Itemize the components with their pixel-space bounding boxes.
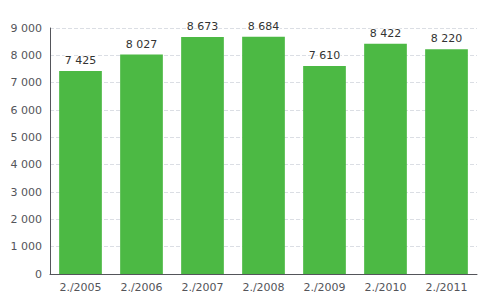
svg-text:8 673: 8 673 xyxy=(187,20,219,33)
svg-text:8 000: 8 000 xyxy=(11,49,43,62)
svg-text:2 000: 2 000 xyxy=(11,213,43,226)
svg-text:4 000: 4 000 xyxy=(11,158,43,171)
svg-text:7 425: 7 425 xyxy=(65,54,97,67)
svg-text:8 027: 8 027 xyxy=(126,38,158,51)
svg-text:7 610: 7 610 xyxy=(309,49,341,62)
svg-text:3 000: 3 000 xyxy=(11,186,43,199)
svg-text:0: 0 xyxy=(35,268,42,281)
svg-text:2./2007: 2./2007 xyxy=(181,281,223,294)
svg-text:7 000: 7 000 xyxy=(11,76,43,89)
svg-text:6 000: 6 000 xyxy=(11,104,43,117)
svg-text:2./2008: 2./2008 xyxy=(242,281,284,294)
svg-text:2./2005: 2./2005 xyxy=(59,281,101,294)
svg-text:1 000: 1 000 xyxy=(11,240,43,253)
svg-text:2./2009: 2./2009 xyxy=(303,281,345,294)
svg-text:2./2010: 2./2010 xyxy=(364,281,406,294)
svg-text:8 684: 8 684 xyxy=(248,20,280,33)
svg-text:9 000: 9 000 xyxy=(11,22,43,35)
svg-text:2./2011: 2./2011 xyxy=(425,281,467,294)
svg-text:2./2006: 2./2006 xyxy=(120,281,162,294)
svg-text:5 000: 5 000 xyxy=(11,131,43,144)
svg-text:8 220: 8 220 xyxy=(431,32,463,45)
svg-text:8 422: 8 422 xyxy=(370,27,402,40)
